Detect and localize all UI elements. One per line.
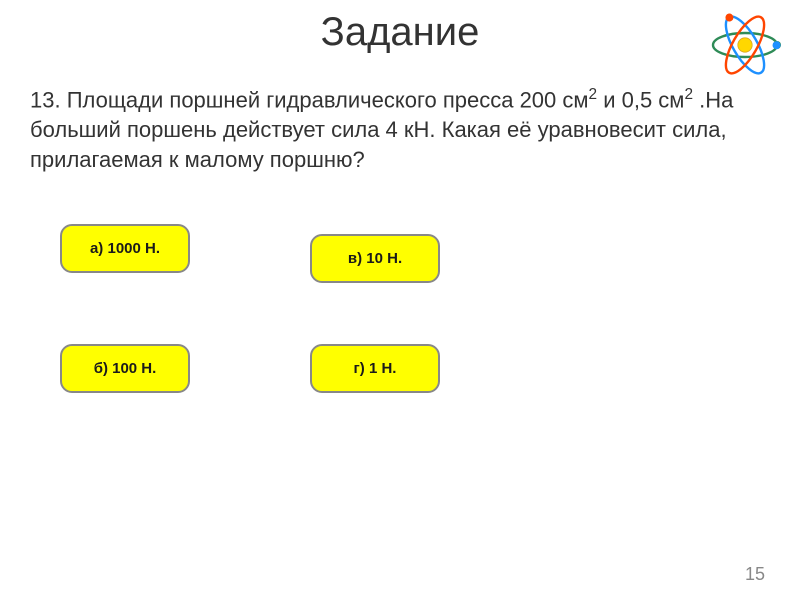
atom-icon — [705, 5, 785, 85]
answers-container: а) 1000 Н. в) 10 Н. б) 100 Н. г) 1 Н. — [0, 214, 800, 464]
superscript-2: 2 — [684, 86, 693, 103]
page-title: Задание — [0, 0, 800, 55]
page-number: 15 — [745, 564, 765, 585]
superscript-1: 2 — [589, 86, 598, 103]
answer-option-g[interactable]: г) 1 Н. — [310, 344, 440, 393]
answer-option-v[interactable]: в) 10 Н. — [310, 234, 440, 283]
question-text: 13. Площади поршней гидравлического прес… — [0, 55, 800, 174]
answer-option-b[interactable]: б) 100 Н. — [60, 344, 190, 393]
question-part2: и 0,5 см — [597, 87, 684, 112]
question-part1: 13. Площади поршней гидравлического прес… — [30, 87, 589, 112]
answer-option-a[interactable]: а) 1000 Н. — [60, 224, 190, 273]
